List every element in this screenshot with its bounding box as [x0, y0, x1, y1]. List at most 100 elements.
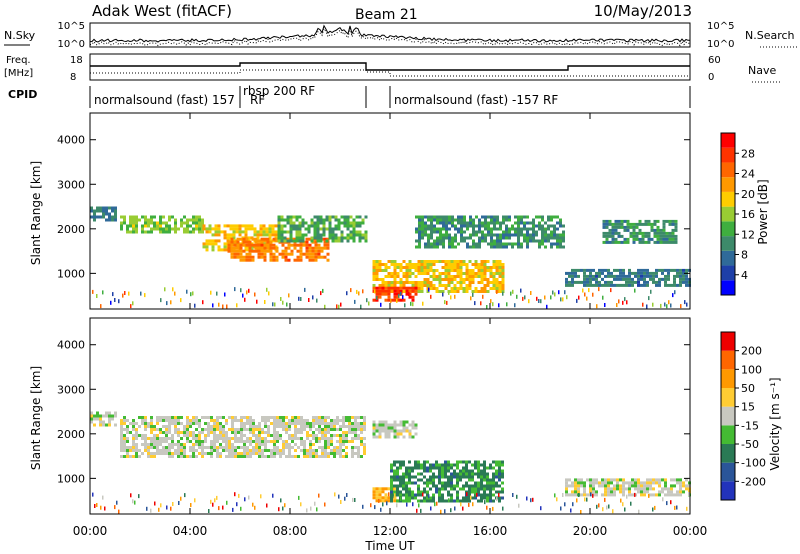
- scatter-cell: [498, 496, 501, 500]
- scatter-cell: [144, 422, 147, 425]
- scatter-cell: [288, 455, 291, 458]
- scatter-cell: [355, 233, 359, 237]
- scatter-cell: [448, 227, 451, 231]
- scatter-cell: [417, 290, 421, 293]
- clutter-cell: [166, 505, 168, 510]
- scatter-cell: [451, 236, 454, 240]
- scatter-cell: [658, 283, 661, 287]
- scatter-cell: [279, 455, 282, 458]
- y-tick-label: 2000: [57, 223, 85, 236]
- scatter-cell: [405, 496, 408, 500]
- scatter-cell: [372, 260, 376, 263]
- clutter-cell: [374, 505, 376, 510]
- clutter-cell: [462, 506, 464, 511]
- scatter-cell: [207, 416, 210, 419]
- clutter-cell: [202, 300, 204, 305]
- clutter-cell: [450, 295, 452, 300]
- scatter-cell: [390, 272, 394, 275]
- scatter-cell: [505, 224, 508, 228]
- scatter-cell: [408, 481, 411, 485]
- scatter-cell: [405, 292, 409, 296]
- clutter-cell: [524, 295, 526, 300]
- scatter-cell: [580, 481, 583, 485]
- scatter-cell: [132, 440, 135, 443]
- scatter-cell: [171, 416, 174, 419]
- scatter-cell: [655, 274, 658, 278]
- scatter-cell: [315, 455, 318, 458]
- clutter-cell: [118, 509, 120, 514]
- scatter-cell: [634, 487, 637, 491]
- scatter-cell: [337, 227, 341, 231]
- scatter-cell: [336, 449, 339, 452]
- scatter-cell: [430, 221, 433, 225]
- scatter-cell: [237, 452, 240, 455]
- clutter-cell: [124, 291, 126, 295]
- scatter-cell: [456, 481, 459, 485]
- scatter-cell: [396, 466, 399, 470]
- scatter-cell: [456, 272, 460, 275]
- scatter-cell: [269, 258, 273, 262]
- scatter-cell: [268, 224, 272, 228]
- scatter-cell: [667, 271, 670, 275]
- clutter-cell: [100, 304, 102, 309]
- scatter-cell: [156, 443, 159, 446]
- scatter-cell: [459, 269, 463, 272]
- scatter-cell: [384, 281, 388, 284]
- scatter-cell: [217, 233, 221, 237]
- scatter-cell: [480, 493, 483, 497]
- scatter-cell: [114, 218, 117, 222]
- scatter-cell: [132, 230, 135, 234]
- scatter-cell: [396, 272, 400, 275]
- scatter-cell: [375, 286, 379, 290]
- scatter-cell: [153, 440, 156, 443]
- scatter-cell: [601, 493, 604, 497]
- scatter-cell: [611, 237, 615, 241]
- clutter-cell: [118, 299, 120, 304]
- scatter-cell: [291, 455, 294, 458]
- scatter-cell: [453, 260, 457, 263]
- scatter-cell: [284, 252, 288, 256]
- scatter-cell: [205, 242, 209, 246]
- scatter-cell: [275, 237, 279, 241]
- scatter-cell: [502, 236, 505, 240]
- scatter-cell: [305, 240, 309, 244]
- clutter-cell: [672, 293, 674, 298]
- clutter-cell: [172, 502, 174, 506]
- scatter-cell: [511, 242, 514, 246]
- clutter-cell: [194, 303, 196, 308]
- scatter-cell: [514, 215, 517, 219]
- scatter-cell: [495, 472, 498, 476]
- scatter-cell: [375, 493, 379, 497]
- scatter-cell: [441, 260, 445, 263]
- scatter-cell: [611, 231, 615, 235]
- scatter-cell: [620, 240, 624, 244]
- scatter-cell: [592, 490, 595, 494]
- scatter-cell: [165, 431, 168, 434]
- scatter-cell: [294, 419, 297, 422]
- scatter-cell: [489, 496, 492, 500]
- scatter-cell: [261, 428, 264, 431]
- scatter-cell: [399, 284, 403, 287]
- scatter-cell: [312, 425, 315, 428]
- scatter-cell: [442, 224, 445, 228]
- scatter-cell: [448, 218, 451, 222]
- scatter-cell: [289, 224, 293, 228]
- scatter-cell: [231, 431, 234, 434]
- scatter-cell: [330, 428, 333, 431]
- scatter-cell: [258, 455, 261, 458]
- scatter-cell: [679, 481, 682, 485]
- scatter-cell: [423, 278, 427, 281]
- scatter-cell: [637, 283, 640, 287]
- scatter-cell: [427, 224, 430, 228]
- scatter-cell: [430, 242, 433, 246]
- scatter-cell: [616, 274, 619, 278]
- scatter-cell: [586, 274, 589, 278]
- scatter-cell: [490, 215, 493, 219]
- scatter-cell: [634, 478, 637, 482]
- scatter-cell: [236, 243, 240, 247]
- scatter-cell: [577, 274, 580, 278]
- scatter-cell: [298, 236, 302, 240]
- scatter-cell: [659, 234, 663, 238]
- scatter-cell: [233, 243, 237, 247]
- scatter-cell: [402, 286, 406, 290]
